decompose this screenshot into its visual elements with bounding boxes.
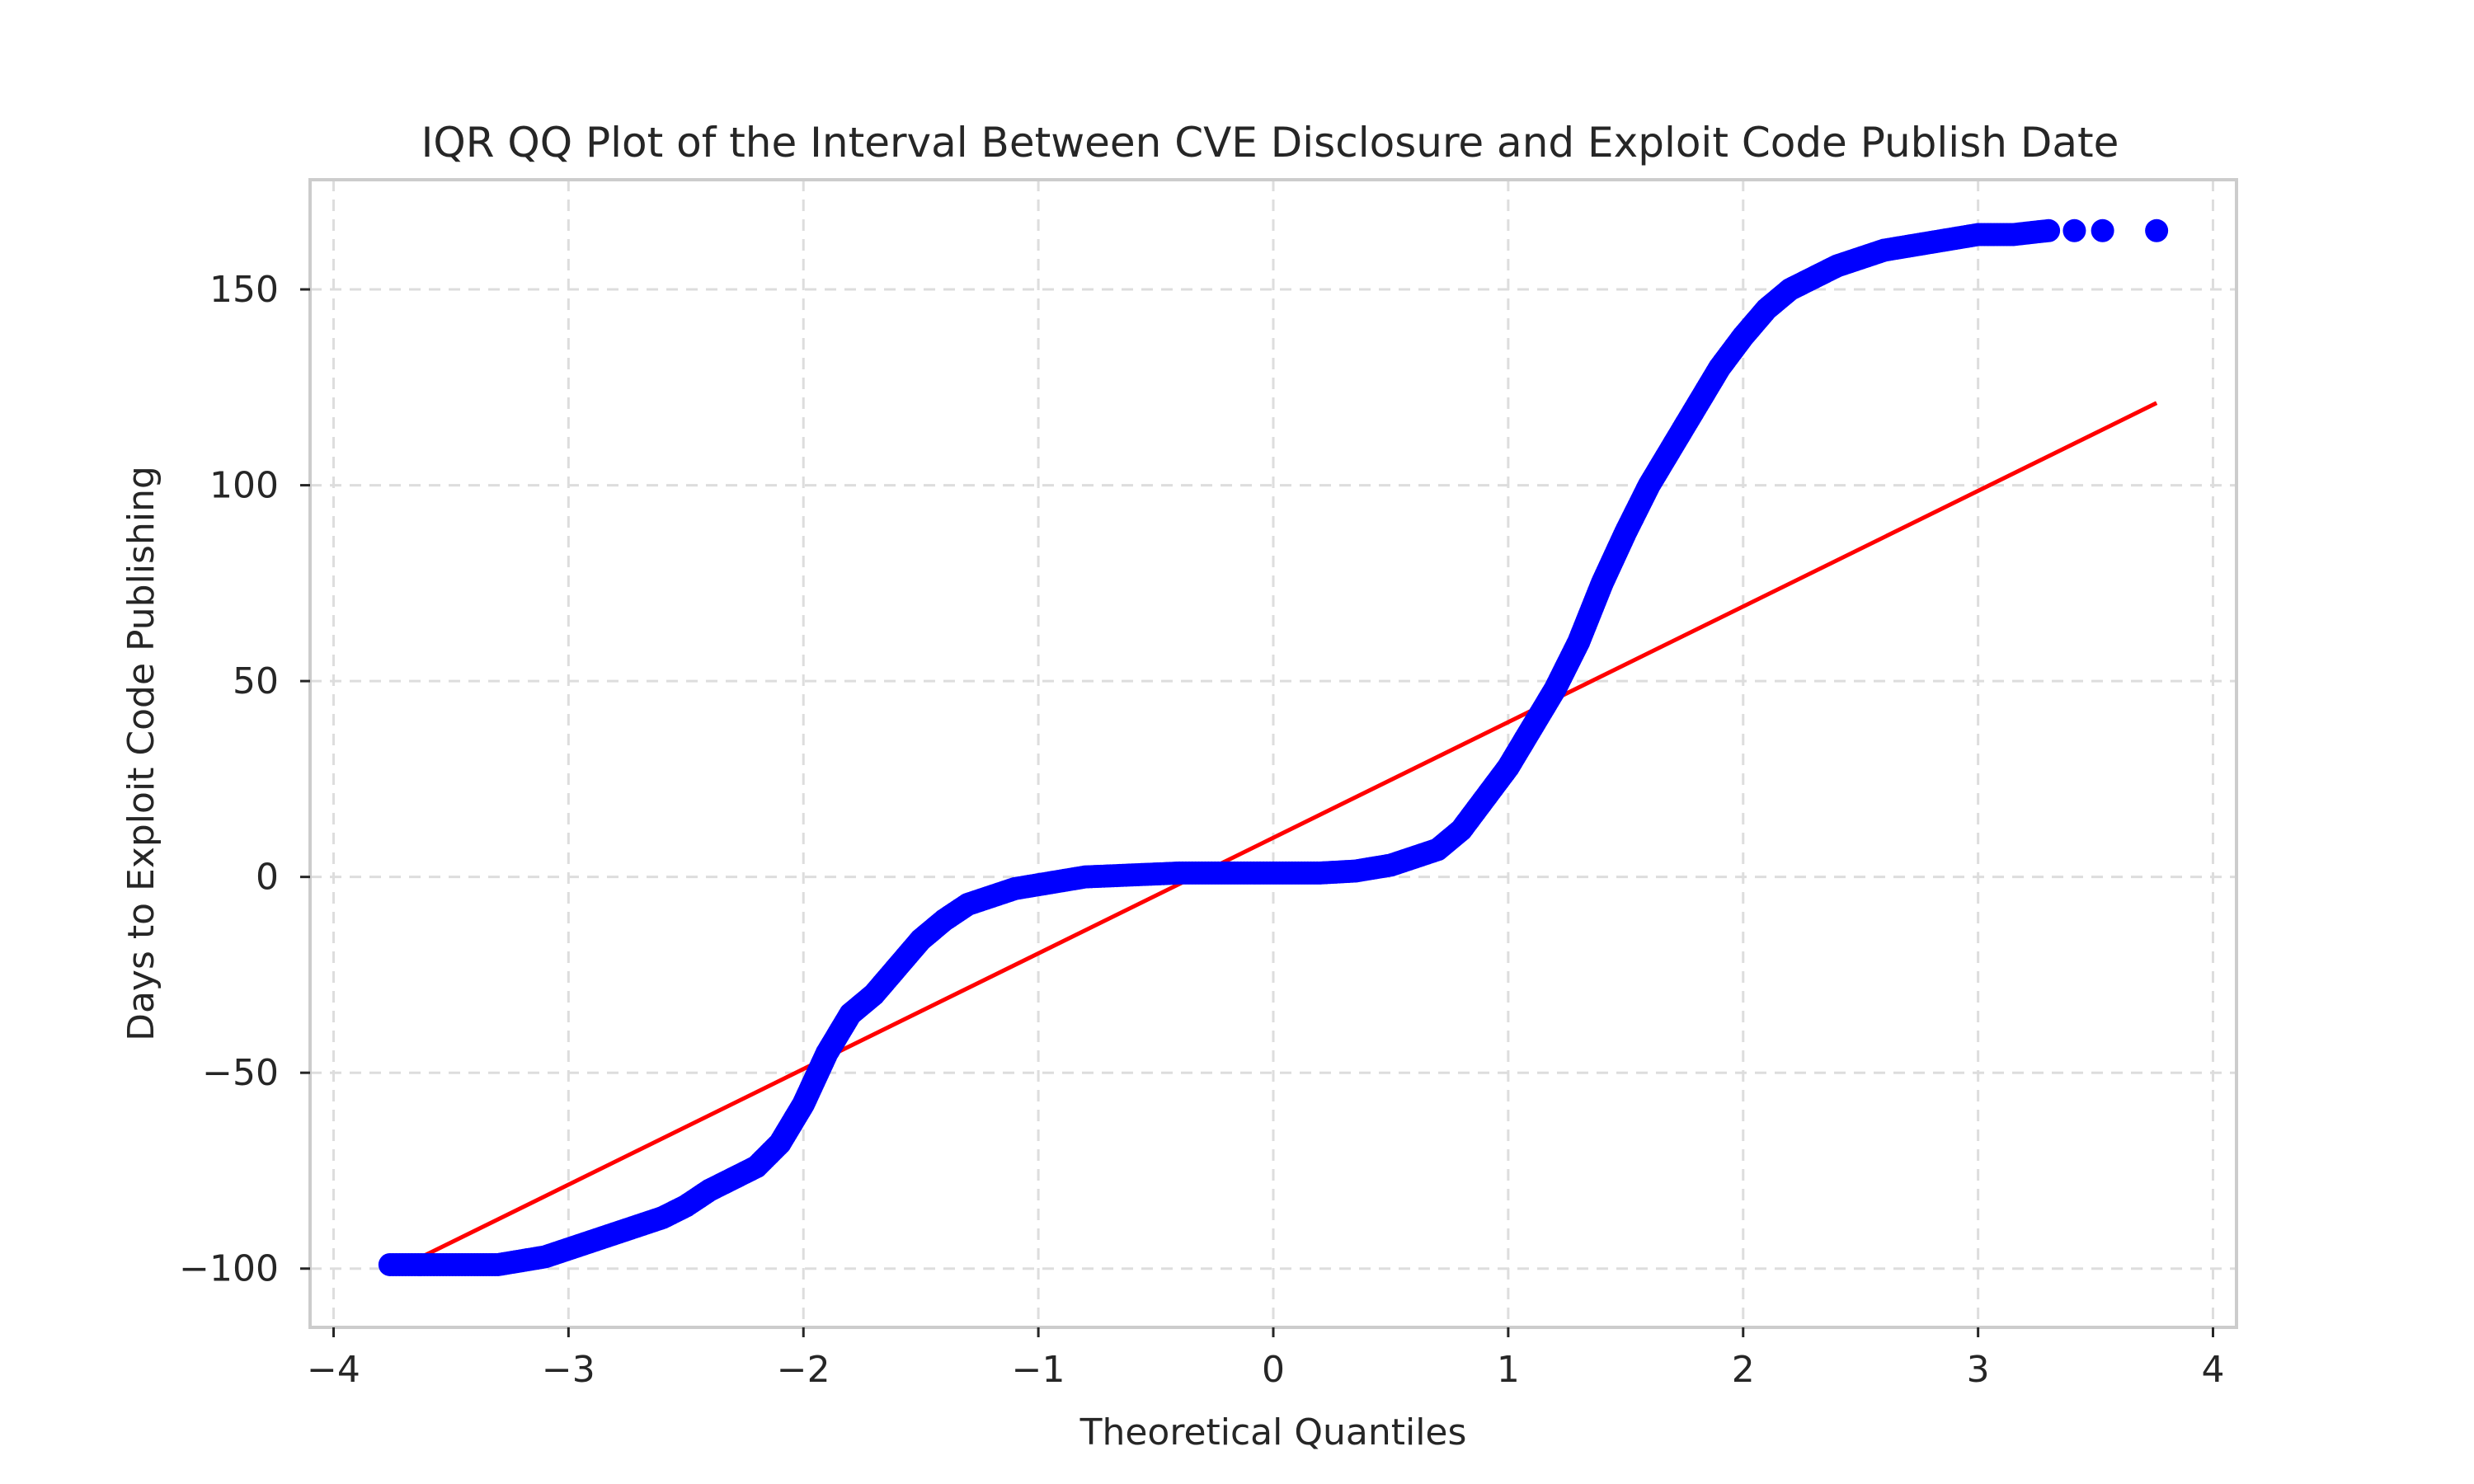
x-tick-label: 3 xyxy=(1967,1349,1990,1391)
y-tick-label: −100 xyxy=(179,1248,279,1290)
x-tick-label: 0 xyxy=(1262,1349,1285,1391)
data-point xyxy=(2062,218,2086,242)
fit-line xyxy=(388,401,2158,1275)
x-axis-ticks: −4 −3 −2 −1 0 1 2 3 4 xyxy=(307,1327,2225,1391)
data-point xyxy=(2037,218,2061,242)
y-axis-ticks: −100 −50 0 50 100 150 xyxy=(179,269,310,1290)
x-tick-label: −2 xyxy=(777,1349,830,1391)
x-tick-label: 1 xyxy=(1497,1349,1520,1391)
y-tick-label: −50 xyxy=(202,1052,279,1094)
y-axis-label: Days to Exploit Code Publishing xyxy=(120,466,162,1041)
y-tick-label: 0 xyxy=(256,857,279,899)
data-point xyxy=(2145,218,2169,242)
x-tick-label: −3 xyxy=(542,1349,595,1391)
fit-line-layer xyxy=(388,401,2158,1275)
x-tick-label: −1 xyxy=(1012,1349,1065,1391)
x-axis-label: Theoretical Quantiles xyxy=(1079,1411,1467,1453)
data-points-layer xyxy=(378,218,2169,1276)
chart-title: IQR QQ Plot of the Interval Between CVE … xyxy=(421,119,2119,167)
data-point xyxy=(2091,218,2114,242)
y-tick-label: 100 xyxy=(209,465,279,507)
x-tick-label: 4 xyxy=(2202,1349,2225,1391)
y-tick-label: 50 xyxy=(233,660,279,702)
x-tick-label: 2 xyxy=(1732,1349,1755,1391)
x-tick-label: −4 xyxy=(307,1349,360,1391)
grid-lines xyxy=(310,180,2236,1327)
y-tick-label: 150 xyxy=(209,269,279,311)
